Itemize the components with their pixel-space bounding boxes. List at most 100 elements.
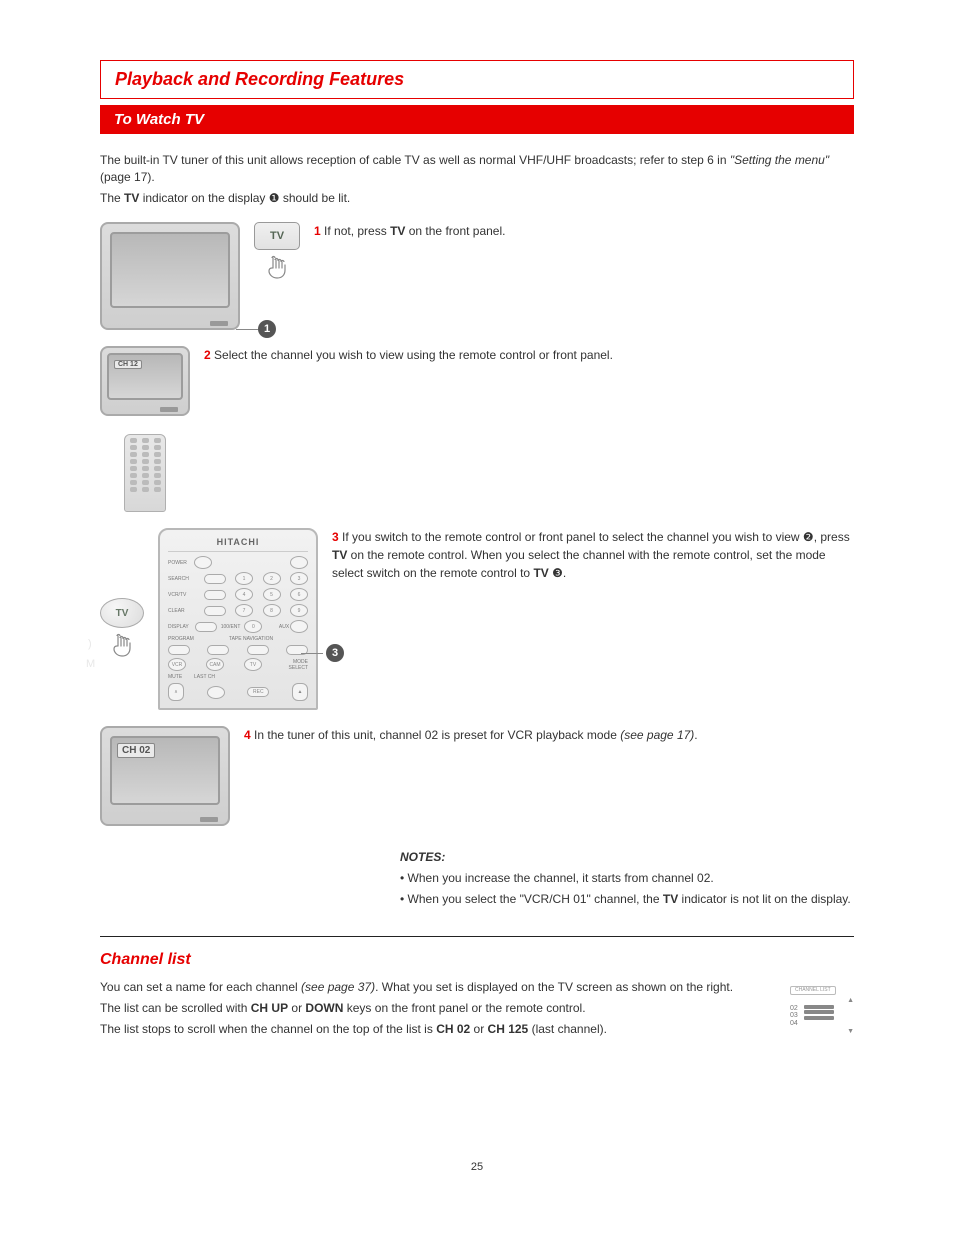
intro-paragraph-1: The built-in TV tuner of this unit allow… xyxy=(100,152,854,186)
intro-p1-prefix: The built-in TV tuner of this unit allow… xyxy=(100,153,730,167)
step-1-prefix: If not, press xyxy=(324,224,390,238)
step-1-callout: 1 xyxy=(236,320,276,338)
cl-p3-suffix: (last channel). xyxy=(528,1022,607,1036)
note-2-suffix: indicator is not lit on the display. xyxy=(678,892,851,906)
diagram-bar-2 xyxy=(804,1016,834,1020)
cl-p3-bold: CH 02 xyxy=(436,1022,470,1036)
remote-label-lastch: LAST CH xyxy=(194,674,220,680)
channel-list-text: You can set a name for each channel (see… xyxy=(100,979,768,1041)
cl-p1-italic: (see page 37) xyxy=(301,980,375,994)
remote-btn-clear xyxy=(204,606,226,616)
remote-btn-cam: CAM xyxy=(206,658,224,671)
remote-btn-cc xyxy=(290,556,308,569)
step-3-text: 3 If you switch to the remote control or… xyxy=(332,528,854,582)
notes-heading: NOTES: xyxy=(400,850,854,864)
tv-illustration-1 xyxy=(100,222,240,330)
cl-p1-prefix: You can set a name for each channel xyxy=(100,980,301,994)
diagram-arrow-down: ▼ xyxy=(790,1028,854,1036)
section-title: Playback and Recording Features xyxy=(115,69,404,89)
step-2-body: Select the channel you wish to view usin… xyxy=(214,348,613,362)
tv-screen-1 xyxy=(110,232,230,308)
step-1-num: 1 xyxy=(314,224,321,238)
remote-btn-9: 9 xyxy=(290,604,308,617)
tv-illustration-4: CH 02 xyxy=(100,726,230,826)
tv-button-press-1: TV xyxy=(254,222,300,282)
remote-label-search: SEARCH xyxy=(168,576,194,582)
remote-label-clear: CLEAR xyxy=(168,608,194,614)
remote-btn-nav2 xyxy=(247,645,269,655)
remote-btn-vcr: VCR xyxy=(168,658,186,671)
sub-header-bar: To Watch TV xyxy=(100,105,854,134)
intro-p2-bold: TV xyxy=(124,191,139,205)
step-2-text: 2 Select the channel you wish to view us… xyxy=(204,346,854,364)
step-1-row: 1 TV 1 If not, press TV on the front pan… xyxy=(100,222,854,330)
step-2-num: 2 xyxy=(204,348,211,362)
tv-oval-press: TV ) M xyxy=(100,598,144,660)
remote-label-program: PROGRAM xyxy=(168,636,194,642)
intro-p2-prefix: The xyxy=(100,191,124,205)
notes-block: NOTES: • When you increase the channel, … xyxy=(400,850,854,908)
remote-btn-3: 3 xyxy=(290,572,308,585)
remote-btn-0: 0 xyxy=(244,620,262,633)
step-4-row: CH 02 4 In the tuner of this unit, chann… xyxy=(100,726,854,826)
remote-btn-mute xyxy=(207,686,225,699)
remote-label-mute: MUTE xyxy=(168,674,194,680)
diagram-num-1: 03 xyxy=(790,1012,800,1020)
cl-p2-bold1: CH UP xyxy=(251,1001,288,1015)
note-1: • When you increase the channel, it star… xyxy=(400,870,854,887)
diagram-bar-0 xyxy=(804,1005,834,1009)
remote-large-illustration: HITACHI POWER SEARCH 1 2 3 VCR/TV xyxy=(158,528,318,710)
channel-list-row: You can set a name for each channel (see… xyxy=(100,979,854,1041)
step-4-italic: (see page 17) xyxy=(620,728,694,742)
step-2-images: CH 12 xyxy=(100,346,190,512)
step-2-row: CH 12 2 Select the channel you wish to v… xyxy=(100,346,854,512)
tv-button-label-1: TV xyxy=(254,222,300,250)
step-3-bold2: TV xyxy=(533,566,548,580)
hand-icon-2 xyxy=(107,632,137,660)
remote-label-100ent: 100/ENT xyxy=(218,624,244,630)
cl-p2-bold2: DOWN xyxy=(305,1001,343,1015)
remote-btn-1: 1 xyxy=(235,572,253,585)
step-4-text: 4 In the tuner of this unit, channel 02 … xyxy=(244,726,854,744)
remote-brand: HITACHI xyxy=(168,536,308,552)
step-3-images: TV ) M HITACHI POWER SEARCH 1 xyxy=(100,528,318,710)
step-4-num: 4 xyxy=(244,728,251,742)
channel-list-p2: The list can be scrolled with CH UP or D… xyxy=(100,1000,768,1017)
sub-header-text: To Watch TV xyxy=(114,111,204,128)
remote-btn-aux xyxy=(290,620,308,633)
tv-screen-2: CH 12 xyxy=(107,353,183,400)
intro-paragraph-2: The TV indicator on the display ❶ should… xyxy=(100,190,854,207)
cl-p3-bold2: CH 125 xyxy=(488,1022,529,1036)
cl-p3-prefix: The list stops to scroll when the channe… xyxy=(100,1022,436,1036)
channel-list-title: Channel list xyxy=(100,951,854,969)
cl-p2-prefix: The list can be scrolled with xyxy=(100,1001,251,1015)
cl-p3-mid: or xyxy=(470,1022,487,1036)
section-title-box: Playback and Recording Features xyxy=(100,60,854,99)
remote-btn-8: 8 xyxy=(263,604,281,617)
remote-btn-4: 4 xyxy=(235,588,253,601)
remote-btn-7: 7 xyxy=(235,604,253,617)
intro-p1-page: (page 17). xyxy=(100,170,155,184)
diagram-arrow-up: ▲ xyxy=(790,997,854,1005)
note-2: • When you select the "VCR/CH 01" channe… xyxy=(400,891,854,908)
channel-badge-02: CH 02 xyxy=(117,743,155,758)
step-3-suffix: ❸. xyxy=(549,566,566,580)
page-number: 25 xyxy=(100,1161,854,1173)
remote-btn-6: 6 xyxy=(290,588,308,601)
tv-screen-4: CH 02 xyxy=(110,736,220,805)
cl-p2-suffix: keys on the front panel or the remote co… xyxy=(343,1001,585,1015)
step-4-prefix: In the tuner of this unit, channel 02 is… xyxy=(254,728,620,742)
tv-illustration-2: CH 12 xyxy=(100,346,190,416)
remote-btn-5: 5 xyxy=(263,588,281,601)
step-4-images: CH 02 xyxy=(100,726,230,826)
tv-foot-1 xyxy=(210,321,228,326)
channel-list-diagram: CHANNEL LIST ▲ 02 03 04 ▼ xyxy=(790,979,854,1035)
diagram-bar-1 xyxy=(804,1010,834,1014)
remote-btn-rec: REC xyxy=(247,687,269,697)
step-1-text: 1 If not, press TV on the front panel. xyxy=(314,222,854,240)
section-divider xyxy=(100,936,854,937)
step-3-callout: 3 xyxy=(301,644,344,662)
remote-btn-vol: ▲ xyxy=(292,683,308,701)
channel-list-p3: The list stops to scroll when the channe… xyxy=(100,1021,768,1038)
leader-line-1 xyxy=(236,329,258,330)
